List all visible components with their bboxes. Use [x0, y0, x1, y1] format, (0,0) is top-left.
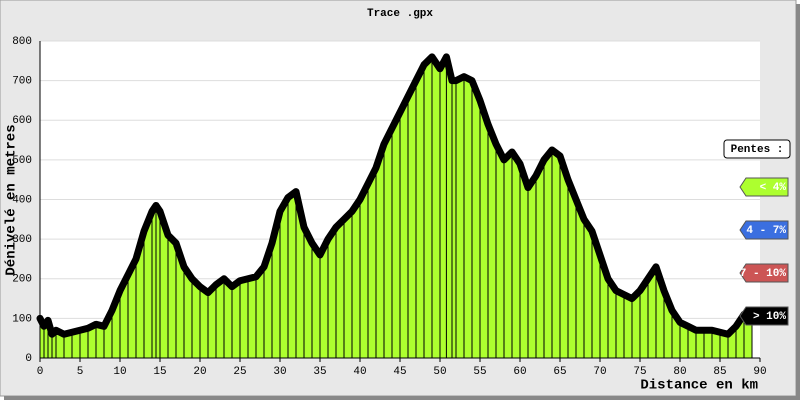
x-tick-label: 35	[313, 366, 326, 378]
legend-label: > 10%	[753, 311, 786, 323]
legend-label: 7 - 10%	[740, 268, 787, 280]
legend-title-box	[723, 139, 791, 159]
y-tick-label: 200	[12, 274, 32, 286]
x-tick-label: 70	[593, 366, 606, 378]
x-tick-label: 45	[393, 366, 406, 378]
legend-swatch	[739, 306, 789, 326]
x-tick-label: 20	[193, 366, 206, 378]
y-tick-label: 100	[12, 313, 32, 325]
legend-swatch	[739, 177, 789, 197]
x-tick-label: 5	[77, 366, 84, 378]
x-axis-label: Distance en km	[640, 378, 758, 394]
y-tick-label: 0	[25, 353, 32, 365]
x-tick-label: 30	[273, 366, 286, 378]
y-tick-label: 600	[12, 115, 32, 127]
y-tick-label: 800	[12, 36, 32, 48]
x-tick-label: 90	[753, 366, 766, 378]
legend-label: < 4%	[760, 182, 787, 194]
x-tick-label: 60	[513, 366, 526, 378]
x-tick-label: 10	[113, 366, 126, 378]
x-tick-label: 75	[633, 366, 646, 378]
x-tick-label: 55	[473, 366, 486, 378]
x-tick-label: 65	[553, 366, 566, 378]
x-tick-label: 40	[353, 366, 366, 378]
legend-label: 4 - 7%	[746, 225, 786, 237]
y-tick-label: 300	[12, 234, 32, 246]
chart-title: Trace .gpx	[367, 8, 433, 20]
y-tick-label: 500	[12, 155, 32, 167]
shadow	[796, 4, 800, 400]
y-tick-label: 700	[12, 76, 32, 88]
legend-swatch	[739, 220, 789, 240]
x-tick-label: 50	[433, 366, 446, 378]
shadow	[4, 396, 800, 400]
legend-title: Pentes :	[731, 144, 784, 156]
y-tick-label: 400	[12, 194, 32, 206]
line	[36, 53, 756, 338]
legend-swatch	[739, 263, 789, 283]
x-tick-label: 0	[37, 366, 44, 378]
x-tick-label: 80	[673, 366, 686, 378]
area	[40, 56, 752, 358]
x-tick-label: 15	[153, 366, 166, 378]
x-tick-label: 25	[233, 366, 246, 378]
y-axis-label: Dénivelé en metres	[4, 124, 20, 275]
x-tick-label: 85	[713, 366, 726, 378]
